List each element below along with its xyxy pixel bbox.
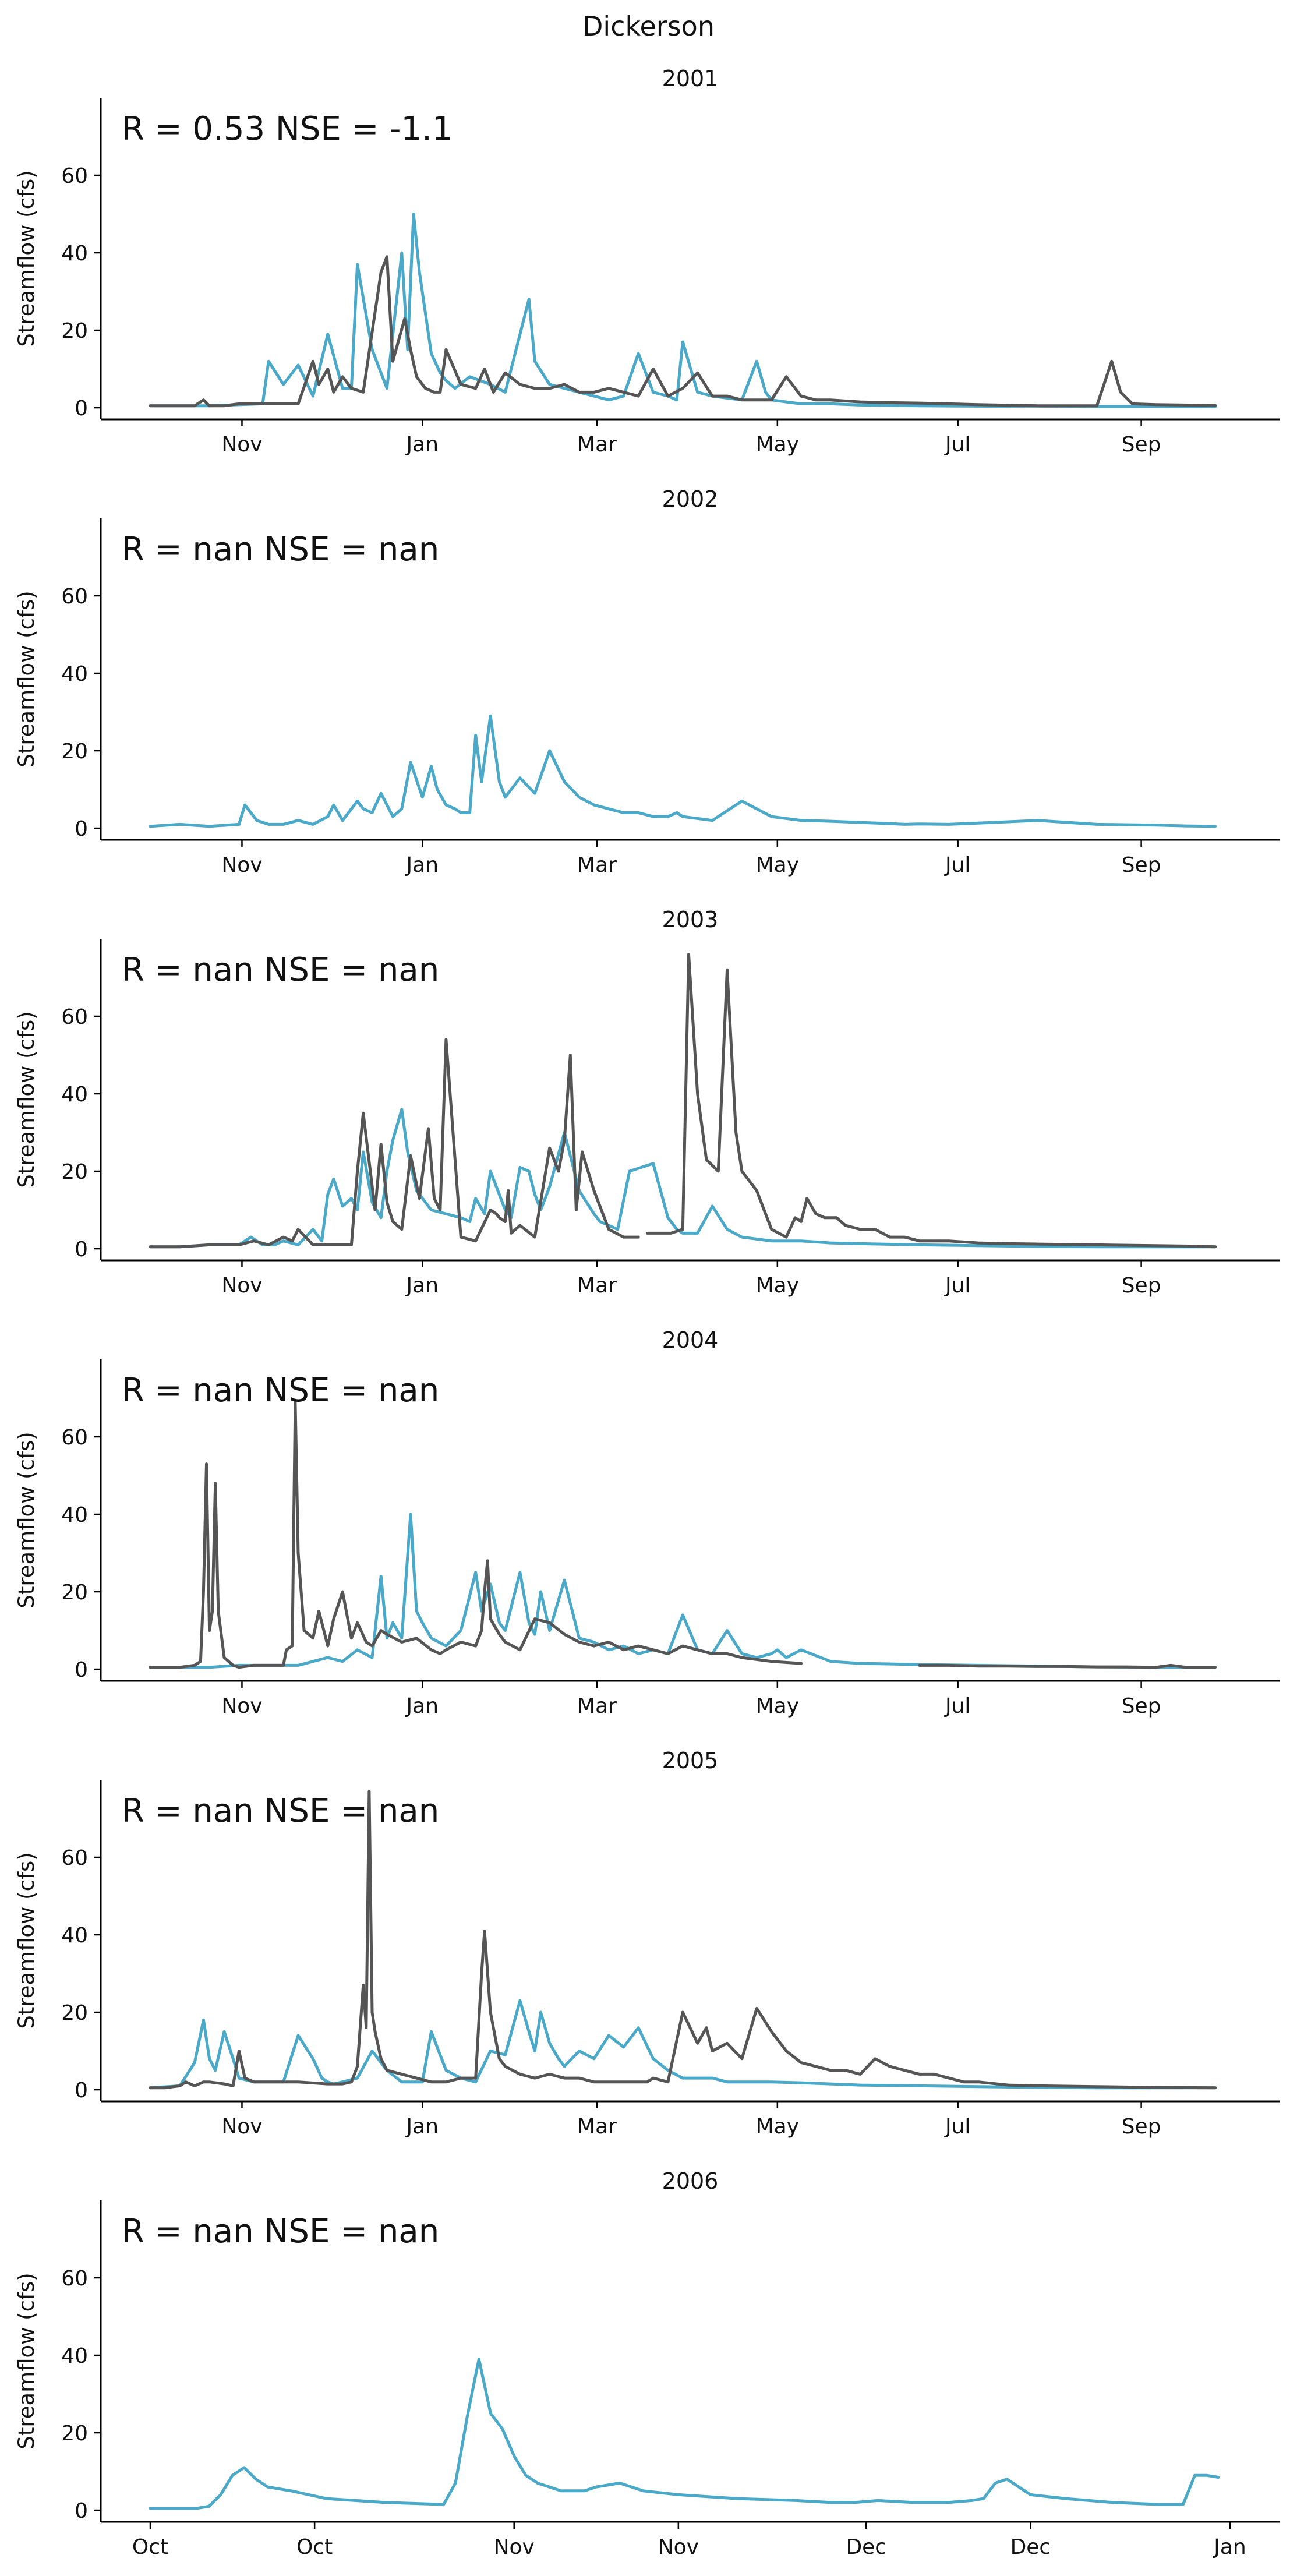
x-tick-label: May — [756, 853, 799, 877]
x-tick-label: Mar — [577, 1274, 617, 1298]
simulated-series-line — [149, 1513, 1217, 1669]
y-tick-label: 0 — [75, 817, 88, 841]
subplot-2004: 2004 Streamflow (cfs) 0 20 40 60 Nov Jan Mar May J… — [14, 1327, 1280, 1718]
x-tick-label: Oct — [296, 2535, 333, 2559]
x-tick-label: Mar — [577, 2115, 617, 2139]
metrics-annotation: R = nan NSE = nan — [122, 1372, 439, 1409]
subplot-2001: 2001 Streamflow (cfs) 0 20 40 60 Nov Jan Mar May J… — [14, 66, 1280, 457]
x-tick-label: Nov — [221, 1274, 262, 1298]
y-axis-label: Streamflow (cfs) — [14, 170, 39, 347]
y-tick-label: 60 — [61, 2267, 88, 2291]
y-axis-label: Streamflow (cfs) — [14, 1852, 39, 2029]
y-tick-label: 20 — [61, 319, 88, 343]
x-tick-label: Nov — [221, 1694, 262, 1718]
x-tick-label: Nov — [221, 2115, 262, 2139]
x-tick-label: Sep — [1122, 433, 1161, 457]
metrics-annotation: R = nan NSE = nan — [122, 1792, 439, 1830]
x-tick-label: Nov — [221, 433, 262, 457]
y-tick-label: 0 — [75, 397, 88, 421]
observed-series-line — [149, 255, 1217, 408]
subplot-2002: 2002 Streamflow (cfs) 0 20 40 60 Nov Jan Mar May J… — [14, 486, 1280, 877]
x-tick-label: Jul — [944, 853, 970, 877]
simulated-series-line — [149, 714, 1217, 828]
y-tick-label: 0 — [75, 2079, 88, 2103]
subplot-title: 2005 — [662, 1748, 719, 1773]
metrics-annotation: R = nan NSE = nan — [122, 951, 439, 989]
y-axis-label: Streamflow (cfs) — [14, 1432, 39, 1608]
x-tick-label: Sep — [1122, 1694, 1161, 1718]
x-tick-label: Sep — [1122, 2115, 1161, 2139]
x-tick-label: Dec — [1010, 2535, 1051, 2559]
y-tick-label: 40 — [61, 1083, 88, 1107]
x-tick-label: Jan — [1213, 2535, 1246, 2559]
observed-series-line — [563, 1054, 640, 1239]
simulated-series-line — [149, 213, 1217, 408]
x-tick-label: Mar — [577, 853, 617, 877]
x-tick-label: Oct — [132, 2535, 168, 2559]
y-tick-label: 60 — [61, 1426, 88, 1450]
subplot-title: 2001 — [662, 66, 719, 91]
metrics-annotation: R = nan NSE = nan — [122, 2213, 439, 2250]
y-axis-label: Streamflow (cfs) — [14, 591, 39, 767]
y-tick-label: 60 — [61, 164, 88, 188]
y-tick-label: 60 — [61, 1005, 88, 1029]
y-tick-label: 40 — [61, 1503, 88, 1527]
y-tick-label: 20 — [61, 2422, 88, 2446]
y-tick-label: 40 — [61, 1924, 88, 1948]
x-tick-label: Jul — [944, 1694, 970, 1718]
y-axis-label: Streamflow (cfs) — [14, 1011, 39, 1188]
subplot-2003: 2003 Streamflow (cfs) 0 20 40 60 Nov Jan Mar May J… — [14, 907, 1280, 1298]
x-tick-label: Sep — [1122, 853, 1161, 877]
y-tick-label: 0 — [75, 2499, 88, 2523]
x-tick-label: Mar — [577, 1694, 617, 1718]
y-tick-label: 0 — [75, 1658, 88, 1682]
x-tick-label: Jan — [405, 1694, 439, 1718]
x-tick-label: Jan — [405, 2115, 439, 2139]
y-tick-label: 40 — [61, 2344, 88, 2368]
x-tick-label: May — [756, 2115, 799, 2139]
subplot-2005: 2005 Streamflow (cfs) 0 20 40 60 Nov Jan Mar May J… — [14, 1748, 1280, 2139]
y-tick-label: 60 — [61, 585, 88, 609]
observed-series-line — [149, 1038, 566, 1249]
y-tick-label: 20 — [61, 1160, 88, 1184]
x-tick-label: Jul — [944, 1274, 970, 1298]
y-tick-label: 0 — [75, 1238, 88, 1262]
x-tick-label: May — [756, 1274, 799, 1298]
y-tick-label: 60 — [61, 1846, 88, 1870]
subplot-title: 2002 — [662, 486, 719, 512]
subplot-2006: 2006 Streamflow (cfs) 0 20 40 60 Oct Oct Nov Nov D… — [14, 2168, 1280, 2559]
x-tick-label: Jul — [944, 433, 970, 457]
x-tick-label: Jul — [944, 2115, 970, 2139]
x-tick-label: Nov — [658, 2535, 699, 2559]
x-tick-label: Nov — [221, 853, 262, 877]
y-tick-label: 20 — [61, 1581, 88, 1605]
x-tick-label: Jan — [405, 853, 439, 877]
metrics-annotation: R = 0.53 NSE = -1.1 — [122, 110, 453, 148]
x-tick-label: Sep — [1122, 1274, 1161, 1298]
observed-series-line — [149, 1400, 803, 1669]
y-axis-label: Streamflow (cfs) — [14, 2273, 39, 2449]
y-tick-label: 40 — [61, 662, 88, 686]
observed-series-line — [918, 1663, 1217, 1669]
subplot-title: 2004 — [662, 1327, 719, 1353]
x-tick-label: Jan — [405, 433, 439, 457]
y-tick-label: 20 — [61, 2001, 88, 2025]
x-tick-label: May — [756, 1694, 799, 1718]
observed-series-line — [149, 1790, 1217, 2090]
x-tick-label: Nov — [494, 2535, 535, 2559]
metrics-annotation: R = nan NSE = nan — [122, 531, 439, 568]
y-tick-label: 20 — [61, 740, 88, 764]
simulated-series-line — [149, 2358, 1220, 2510]
subplot-title: 2003 — [662, 907, 719, 932]
subplot-title: 2006 — [662, 2168, 719, 2194]
x-tick-label: Dec — [846, 2535, 886, 2559]
x-tick-label: Mar — [577, 433, 617, 457]
x-tick-label: May — [756, 433, 799, 457]
figure-title: Dickerson — [582, 10, 715, 42]
x-tick-label: Jan — [405, 1274, 439, 1298]
y-tick-label: 40 — [61, 242, 88, 266]
observed-series-line — [645, 953, 1217, 1249]
